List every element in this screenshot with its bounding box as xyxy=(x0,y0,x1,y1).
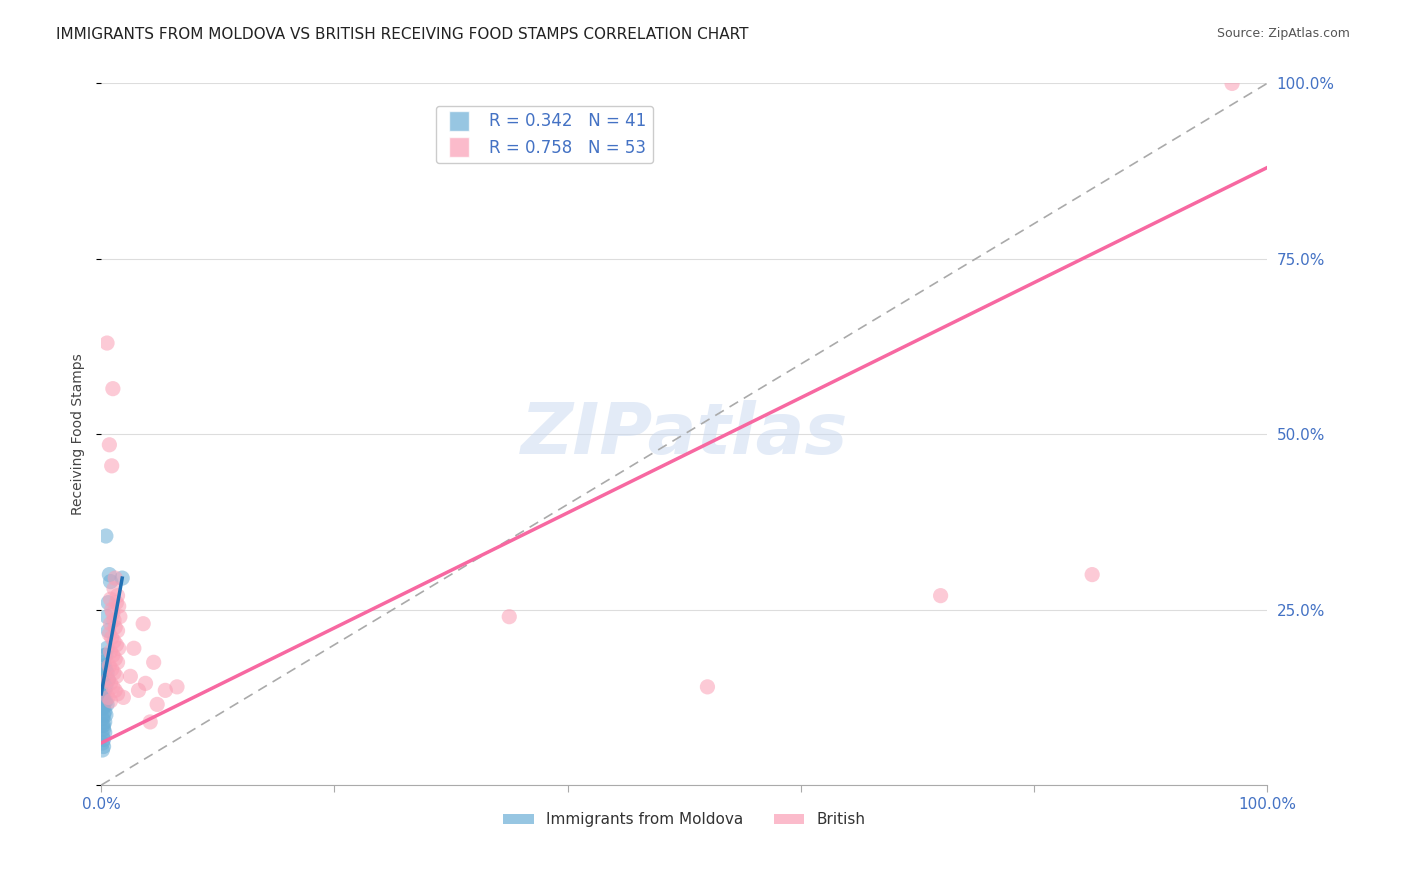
Point xyxy=(96,665,118,680)
Point xyxy=(100,662,122,676)
Point xyxy=(696,680,718,694)
Point xyxy=(97,673,120,687)
Point xyxy=(498,609,520,624)
Text: ZIPatlas: ZIPatlas xyxy=(520,400,848,469)
Point xyxy=(94,707,117,722)
Point xyxy=(107,599,129,614)
Point xyxy=(94,662,117,676)
Point xyxy=(93,683,115,698)
Point xyxy=(101,648,124,663)
Point xyxy=(122,641,145,656)
Point xyxy=(91,729,114,743)
Point xyxy=(100,574,122,589)
Point xyxy=(100,631,122,645)
Point xyxy=(120,669,142,683)
Text: Source: ZipAtlas.com: Source: ZipAtlas.com xyxy=(1216,27,1350,40)
Point xyxy=(91,711,114,725)
Point xyxy=(101,680,124,694)
Point xyxy=(98,627,121,641)
Point xyxy=(100,602,122,616)
Point xyxy=(100,694,122,708)
Point xyxy=(93,725,115,739)
Legend: Immigrants from Moldova, British: Immigrants from Moldova, British xyxy=(496,806,872,834)
Point xyxy=(108,609,131,624)
Point xyxy=(91,718,114,732)
Point xyxy=(146,698,169,712)
Point xyxy=(104,620,127,634)
Point xyxy=(93,669,115,683)
Point xyxy=(93,655,115,669)
Point xyxy=(112,690,135,705)
Point xyxy=(104,683,127,698)
Point xyxy=(93,687,115,701)
Point xyxy=(107,655,129,669)
Point xyxy=(128,683,150,698)
Point xyxy=(98,567,121,582)
Point xyxy=(96,609,118,624)
Point xyxy=(93,658,115,673)
Point xyxy=(94,529,117,543)
Point xyxy=(107,624,129,638)
Point xyxy=(93,648,115,663)
Point xyxy=(100,458,122,473)
Point xyxy=(101,382,124,396)
Point xyxy=(105,596,128,610)
Point xyxy=(100,676,122,690)
Point xyxy=(101,606,124,620)
Point xyxy=(93,707,115,722)
Point xyxy=(104,571,127,585)
Point xyxy=(107,687,129,701)
Point xyxy=(93,722,115,736)
Point xyxy=(100,645,122,659)
Point xyxy=(132,616,155,631)
Point xyxy=(103,582,125,596)
Point xyxy=(93,673,115,687)
Point xyxy=(104,652,127,666)
Point xyxy=(107,641,129,656)
Point xyxy=(93,694,115,708)
Point xyxy=(100,616,122,631)
Point xyxy=(929,589,952,603)
Point xyxy=(97,596,120,610)
Point xyxy=(105,638,128,652)
Point xyxy=(105,669,128,683)
Point xyxy=(93,705,115,719)
Y-axis label: Receiving Food Stamps: Receiving Food Stamps xyxy=(72,353,86,516)
Point xyxy=(103,665,125,680)
Point xyxy=(96,698,118,712)
Point xyxy=(139,714,162,729)
Point xyxy=(142,655,165,669)
Point xyxy=(1220,77,1243,91)
Point xyxy=(100,592,122,607)
Point xyxy=(94,648,117,663)
Point xyxy=(98,438,121,452)
Point xyxy=(96,336,118,351)
Point xyxy=(103,613,125,627)
Point xyxy=(93,732,115,747)
Point xyxy=(93,739,115,754)
Point xyxy=(98,658,121,673)
Point xyxy=(91,736,114,750)
Point xyxy=(93,690,115,705)
Point xyxy=(103,634,125,648)
Point xyxy=(1081,567,1104,582)
Point xyxy=(97,673,120,687)
Point xyxy=(93,714,115,729)
Point xyxy=(91,687,114,701)
Point xyxy=(93,701,115,715)
Point xyxy=(93,718,115,732)
Point xyxy=(107,589,129,603)
Point xyxy=(166,680,188,694)
Point xyxy=(91,701,114,715)
Point xyxy=(134,676,156,690)
Point xyxy=(97,624,120,638)
Text: IMMIGRANTS FROM MOLDOVA VS BRITISH RECEIVING FOOD STAMPS CORRELATION CHART: IMMIGRANTS FROM MOLDOVA VS BRITISH RECEI… xyxy=(56,27,749,42)
Point xyxy=(94,680,117,694)
Point xyxy=(94,694,117,708)
Point xyxy=(96,641,118,656)
Point xyxy=(155,683,177,698)
Point xyxy=(91,743,114,757)
Point xyxy=(111,571,134,585)
Point xyxy=(97,690,120,705)
